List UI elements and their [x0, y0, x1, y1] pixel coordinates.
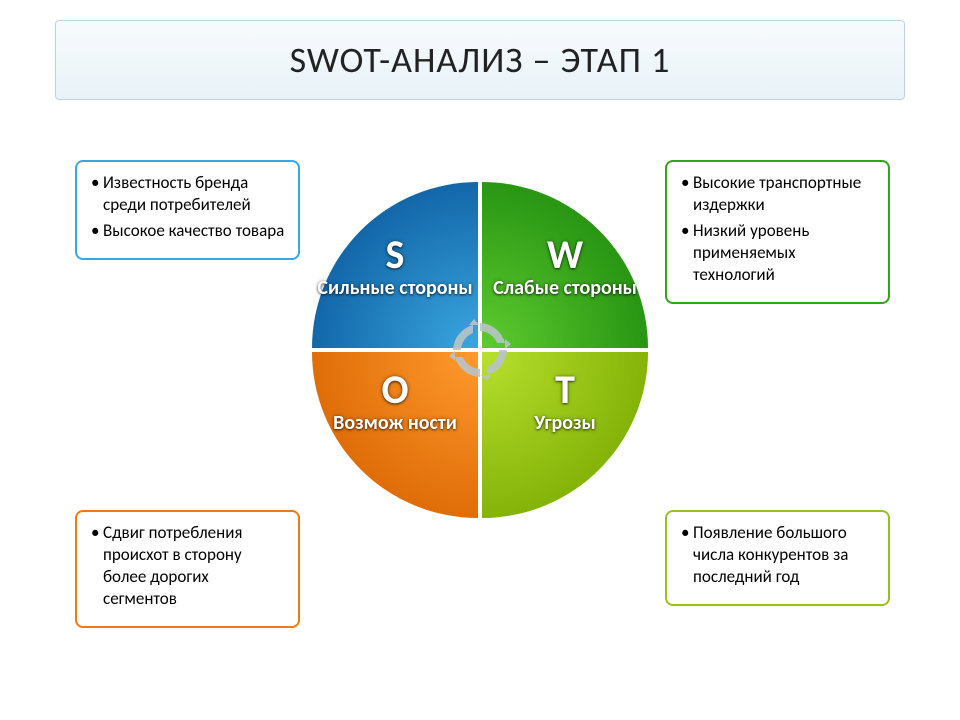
center-swirl-icon: [445, 315, 515, 385]
list-t: Появление большого числа конкурентов за …: [681, 522, 876, 588]
list-item: Высокие транспортные издержки: [681, 172, 876, 216]
info-box-t: Появление большого числа конкурентов за …: [665, 510, 890, 606]
swot-wheel: S Сильные стороны W Слабые стороны: [310, 180, 650, 520]
info-box-w: Высокие транспортные издержкиНизкий уров…: [665, 160, 890, 304]
list-item: Появление большого числа конкурентов за …: [681, 522, 876, 588]
info-box-s: Известность бренда среди потребителей Выс…: [75, 160, 300, 260]
list-w: Высокие транспортные издержкиНизкий уров…: [681, 172, 876, 286]
page-title: SWOT-АНАЛИЗ – ЭТАП 1: [55, 20, 905, 100]
info-box-o: Сдвиг потребления происхот в сторону бол…: [75, 510, 300, 628]
list-item: Низкий уровень применяемых технологий: [681, 220, 876, 286]
list-item: Известность бренда среди потребителей: [91, 172, 286, 216]
list-item: Высокое качество товара: [91, 220, 286, 242]
list-s: Известность бренда среди потребителей Выс…: [91, 172, 286, 242]
swot-diagram: S Сильные стороны W Слабые стороны: [0, 120, 960, 700]
list-item: Сдвиг потребления происхот в сторону бол…: [91, 522, 286, 610]
list-o: Сдвиг потребления происхот в сторону бол…: [91, 522, 286, 610]
